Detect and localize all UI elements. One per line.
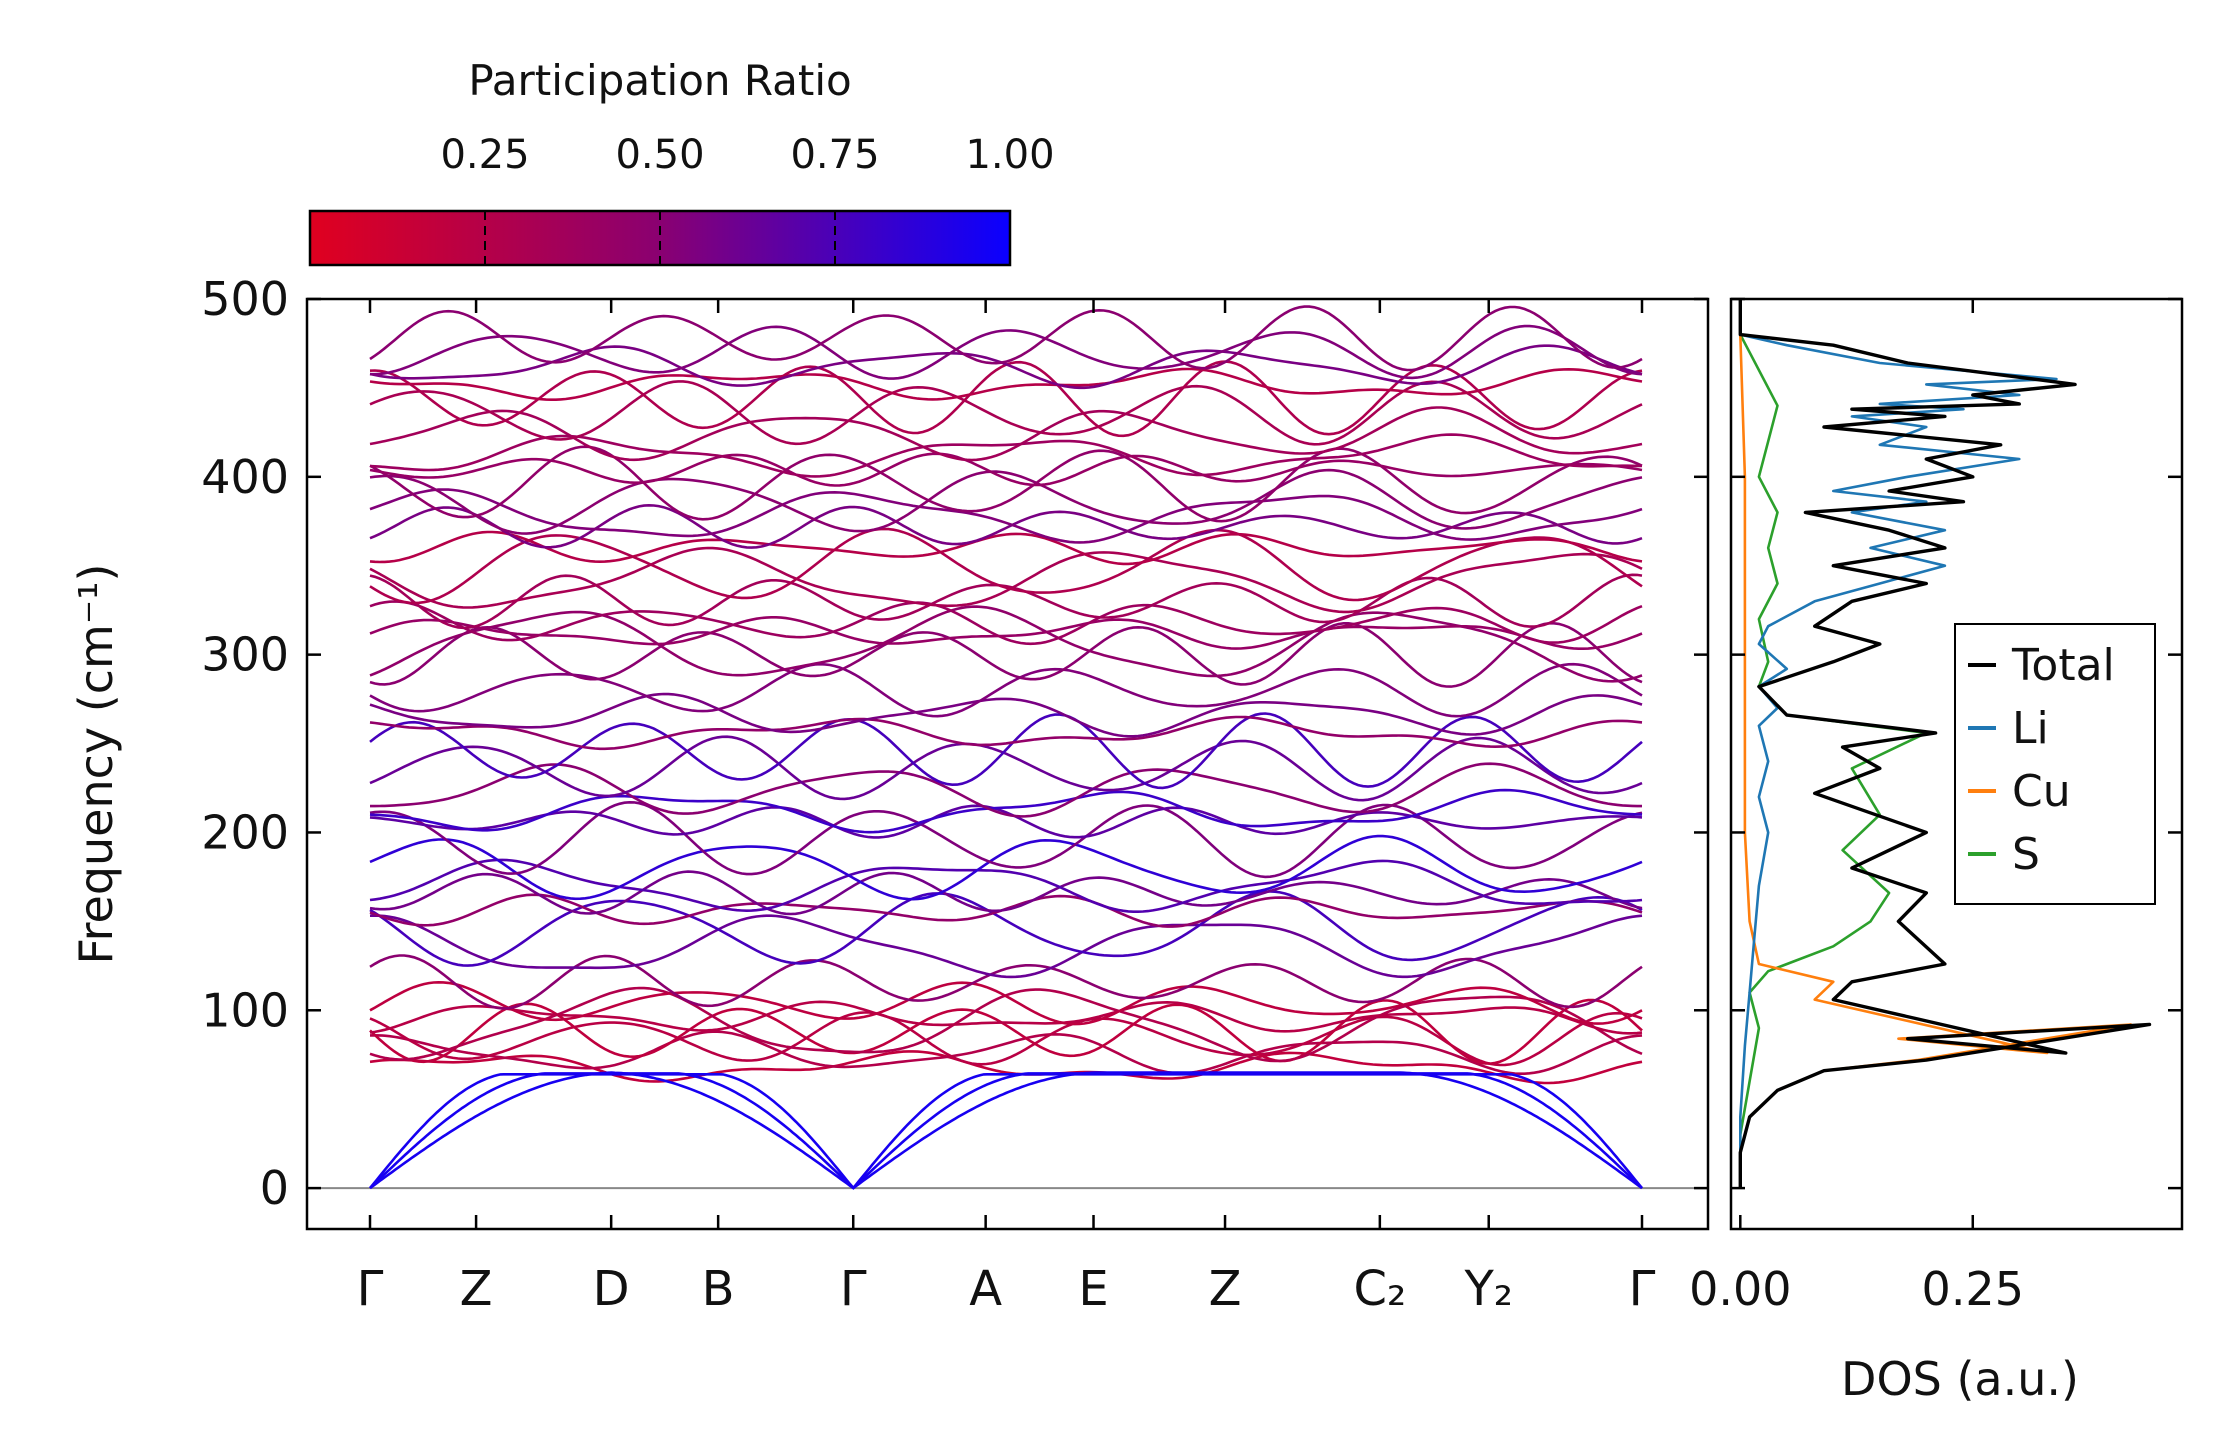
optical-band xyxy=(369,573,1643,630)
optical-band xyxy=(369,527,1643,605)
optical-band xyxy=(369,452,1643,487)
optical-band xyxy=(369,503,1643,549)
y-tick-label: 500 xyxy=(201,272,289,326)
k-point-label: Y₂ xyxy=(1463,1261,1513,1317)
optical-band xyxy=(369,870,1643,916)
legend-box xyxy=(1954,623,2156,905)
optical-band xyxy=(369,622,1643,688)
k-point-label: D xyxy=(593,1261,630,1317)
y-tick-label: 100 xyxy=(201,983,289,1037)
k-point-label: Z xyxy=(460,1261,493,1317)
optical-band xyxy=(369,468,1643,535)
optical-band xyxy=(369,616,1643,650)
optical-band xyxy=(369,954,1643,1010)
k-point-label: C₂ xyxy=(1353,1261,1406,1317)
colorbar-ticks: 0.25 0.50 0.75 1.00 xyxy=(440,132,1055,265)
colorbar-tick-label: 0.50 xyxy=(615,132,704,178)
optical-band xyxy=(369,406,1643,462)
legend-label: Total xyxy=(2011,640,2115,691)
band-plot-frame xyxy=(305,297,1710,1231)
dos-curves xyxy=(1738,299,2152,1189)
optical-band xyxy=(369,605,1643,683)
optical-band xyxy=(369,804,1643,839)
y-axis-label: Frequency (cm⁻¹) xyxy=(69,564,123,965)
optical-band xyxy=(369,305,1643,372)
optical-band xyxy=(370,324,1643,380)
optical-band xyxy=(369,1011,1643,1067)
dos-x-tick-label: 0.25 xyxy=(1922,1262,2024,1316)
acoustic-band xyxy=(369,1071,1643,1190)
colorbar-tick-label: 1.00 xyxy=(965,132,1054,178)
k-point-label: Γ xyxy=(357,1261,384,1317)
k-point-label: Γ xyxy=(1629,1261,1656,1317)
dos-legend: Total Li Cu S xyxy=(1954,623,2156,905)
dos-series-li xyxy=(1739,299,2058,1189)
optical-band xyxy=(369,600,1643,646)
optical-band xyxy=(369,445,1643,523)
legend-label: S xyxy=(2012,829,2040,880)
optical-band xyxy=(369,800,1643,879)
band-structure-panel: 0 100 200 300 400 500 Γ Z D B Γ A E Z C₂ Y₂ Γ Frequency… xyxy=(69,272,1710,1317)
y-tick-label: 300 xyxy=(201,628,289,682)
optical-band xyxy=(369,998,1643,1065)
colorbar-tick-label: 0.25 xyxy=(440,132,529,178)
y-tick-label: 400 xyxy=(201,450,289,504)
phonon-bands xyxy=(368,305,1644,1190)
dos-panel: 0.00 0.25 DOS (a.u.) Total Li Cu S xyxy=(1689,297,2184,1406)
optical-band xyxy=(369,662,1643,718)
optical-band xyxy=(369,788,1643,834)
optical-band xyxy=(369,715,1643,751)
band-x-axis: Γ Z D B Γ A E Z C₂ Y₂ Γ xyxy=(357,299,1656,1317)
k-point-label: Γ xyxy=(840,1261,867,1317)
optical-band xyxy=(369,735,1643,802)
legend-label: Cu xyxy=(2012,766,2071,817)
dos-x-axis-label: DOS (a.u.) xyxy=(1841,1352,2079,1406)
optical-band xyxy=(369,488,1643,544)
dos-x-tick-label: 0.00 xyxy=(1689,1262,1791,1316)
optical-band xyxy=(369,367,1643,401)
dos-series-s xyxy=(1739,299,1928,1189)
optical-band xyxy=(369,1030,1643,1075)
acoustic-band xyxy=(368,1073,1644,1190)
y-tick-label: 200 xyxy=(201,805,289,859)
colorbar: Participation Ratio 0.25 0.50 0.75 1.00 xyxy=(308,56,1055,267)
dos-axes: 0.00 0.25 xyxy=(1689,297,2182,1316)
optical-band xyxy=(369,914,1643,979)
optical-band xyxy=(369,858,1643,913)
colorbar-label: Participation Ratio xyxy=(468,56,851,105)
k-point-label: E xyxy=(1078,1261,1108,1317)
optical-band xyxy=(369,380,1643,446)
optical-band xyxy=(369,530,1643,566)
optical-band xyxy=(369,980,1643,1026)
colorbar-tick-label: 0.75 xyxy=(790,132,879,178)
acoustic-band xyxy=(369,1072,1643,1190)
optical-band xyxy=(369,834,1643,901)
optical-band xyxy=(370,762,1642,818)
dos-plot-frame xyxy=(1729,297,2184,1231)
k-point-label: B xyxy=(702,1261,735,1317)
band-y-axis: 0 100 200 300 400 500 xyxy=(201,272,1708,1215)
k-point-label: Z xyxy=(1209,1261,1242,1317)
optical-band xyxy=(369,1050,1643,1085)
k-point-label: A xyxy=(969,1261,1002,1317)
legend-label: Li xyxy=(2012,703,2049,754)
optical-band xyxy=(369,546,1643,614)
dos-series-total xyxy=(1738,299,2152,1189)
optical-band xyxy=(369,433,1643,478)
y-tick-label: 0 xyxy=(260,1161,289,1215)
optical-band xyxy=(369,692,1643,738)
